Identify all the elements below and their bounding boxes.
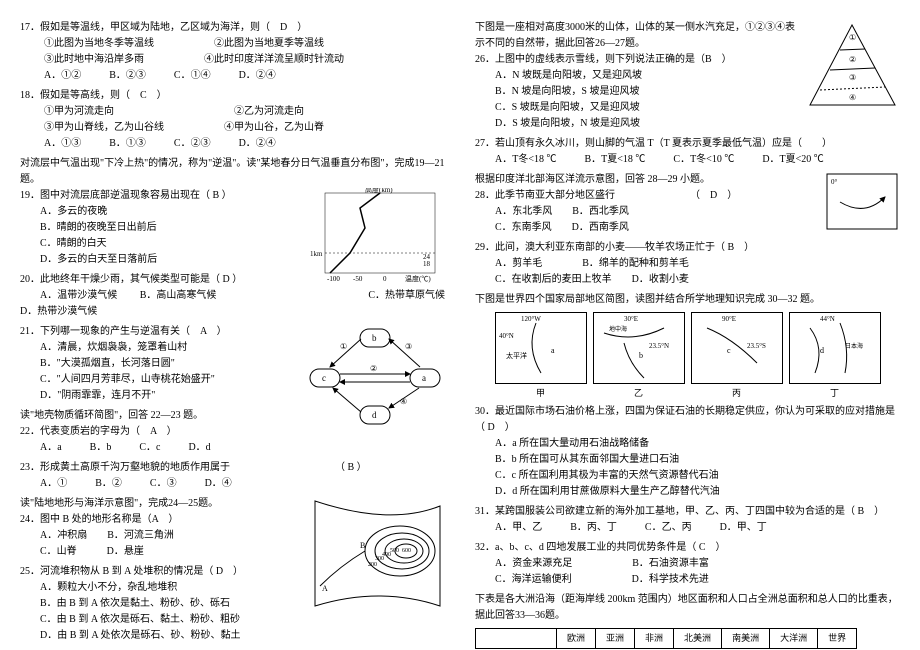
q17-subs: ①此图为当地冬季等温线②此图为当地夏季等温线 ③此时地中海沿岸多雨④此时印度洋洋… [20,36,445,68]
svg-text:23.5°N: 23.5°N [649,342,669,350]
q18-stem: 18．假如是等高线，则（ C ） [20,88,445,104]
svg-text:1km: 1km [310,250,323,258]
ocean-current-map: 0° [825,172,900,232]
svg-text:120°W: 120°W [521,315,541,323]
q23-opts: A．① B．② C．③ D．④ [20,476,445,492]
preamble-33-36: 下表是各大洲沿海（距海岸线 200km 范围内）地区面积和人口占全洲总面积和总人… [475,592,900,624]
q26-block: ① ② ③ ④ 下图是一座相对高度3000米的山体，山体的某一侧水汽充足，①②③… [475,20,900,136]
temp-altitude-chart: 高度(km) 温度(℃) -100 -50 0 1km 18 24 [305,188,445,283]
svg-text:①: ① [849,33,856,42]
svg-text:②: ② [370,364,377,373]
continent-table: 欧洲 亚洲 非洲 北美洲 南美洲 大洋洲 世界 [475,628,857,648]
svg-text:②: ② [849,55,856,64]
map-ding: 44°N日本海d 丁 [789,312,881,400]
q22-opts: A．a B．b C．c D．d [20,440,445,456]
q18: 18．假如是等高线，则（ C ） ①甲为河流走向②乙为河流走向 ③甲为山脊线，乙… [20,88,445,152]
q30-stem: 30．最近国际市场石油价格上涨，四国为保证石油的长期稳定供应，你认为可采取的应对… [475,404,900,436]
svg-text:d: d [820,346,824,355]
preamble-19-21: 对流层中气温出现"下冷上热"的情况，称为"逆温"。读"某地春分日气温垂直分布图"… [20,156,445,188]
q31-opts: A．甲、乙 B．丙、丁 C．乙、丙 D．甲、丁 [475,520,900,536]
svg-text:0°: 0° [831,178,838,186]
q20-opts: A．温带沙漠气候 B．高山高寒气候 C．热带草原气候 [20,288,445,304]
svg-text:c: c [322,373,326,383]
svg-text:b: b [639,351,643,360]
svg-text:-50: -50 [353,275,363,283]
svg-text:500: 500 [390,548,399,554]
q21-block: b c a d ① ③ ② ④ 21．下列哪一现象的产生与逆温有关（ A ） A… [20,324,445,460]
svg-text:30°E: 30°E [624,315,638,323]
svg-text:-100: -100 [327,275,340,283]
q32-stem: 32．a、b、c、d 四地发展工业的共同优势条件是（ C ） [475,540,900,556]
q32: 32．a、b、c、d 四地发展工业的共同优势条件是（ C ） A．资金来源充足 … [475,540,900,588]
map-bing: 90°E23.5°Sc 丙 [691,312,783,400]
svg-text:600: 600 [402,548,411,554]
xlabel: 温度(℃) [405,274,431,283]
svg-text:44°N: 44°N [820,315,835,323]
q32-opts: A．资金来源充足 B．石油资源丰富 C．海洋运输便利 D．科学技术先进 [475,556,900,588]
q29: 29．此间，澳大利亚东南部的小麦——牧羊农场正忙于（ B ） A．剪羊毛 B．绵… [475,240,900,288]
q17-stem: 17．假如是等温线，甲区域为陆地，乙区域为海洋，则（ D ） [20,20,445,36]
svg-text:90°E: 90°E [722,315,736,323]
svg-text:d: d [372,410,377,420]
table-header-row: 欧洲 亚洲 非洲 北美洲 南美洲 大洋洲 世界 [476,629,857,648]
rock-cycle-diagram: b c a d ① ③ ② ④ [305,324,445,429]
svg-text:24: 24 [423,253,431,261]
q23-stem: 23．形成黄土高原千沟万壑地貌的地质作用属于 （ B ） [20,460,445,476]
q30-opts: A．a 所在国大量动用石油战略储备 B．b 所在国可从其东面邻国大量进口石油 C… [475,436,900,500]
q17-opts: A．①② B．②③ C．①④ D．②④ [20,68,445,84]
q29-opts: A．剪羊毛 B．绵羊的配种和剪羊毛 C．在收割后的麦田上牧羊 D．收割小麦 [475,256,900,288]
map-yi: 30°E23.5°N地中海b 乙 [593,312,685,400]
q31-stem: 31．某跨国服装公司欲建立新的海外加工基地，甲、乙、丙、丁四国中较为合适的是（ … [475,504,900,520]
svg-text:40°N: 40°N [499,332,514,340]
svg-text:A: A [322,584,328,593]
q29-stem: 29．此间，澳大利亚东南部的小麦——牧羊农场正忙于（ B ） [475,240,900,256]
svg-text:23.5°S: 23.5°S [747,342,766,350]
svg-text:①: ① [340,342,347,351]
landform-contour: A B 200 300 400 500 600 [310,496,445,611]
world-maps: 120°W40°N太平洋a 甲 30°E23.5°N地中海b 乙 90°E23.… [475,312,900,400]
svg-text:太平洋: 太平洋 [506,351,527,360]
svg-text:地中海: 地中海 [609,325,627,333]
q30: 30．最近国际市场石油价格上涨，四国为保证石油的长期稳定供应，你认为可采取的应对… [475,404,900,500]
q18-opts: A．①③ B．①③ C．②③ D．②④ [20,136,445,152]
q27-opts: A．T冬<18 ℃ B．T夏<18 ℃ C．T冬<10 ℃ D．T夏<20 ℃ [475,152,900,168]
preamble-30-32: 下图是世界四个国家局部地区简图，读图并结合所学地理知识完成 30—32 题。 [475,292,900,308]
svg-text:④: ④ [849,93,856,102]
q19-block: 高度(km) 温度(℃) -100 -50 0 1km 18 24 19．图中对… [20,188,445,324]
svg-text:18: 18 [423,260,431,268]
svg-text:a: a [551,346,555,355]
svg-text:0: 0 [383,275,387,283]
q31: 31．某跨国服装公司欲建立新的海外加工基地，甲、乙、丙、丁四国中较为合适的是（ … [475,504,900,536]
left-column: 17．假如是等温线，甲区域为陆地，乙区域为海洋，则（ D ） ①此图为当地冬季等… [20,20,445,630]
q18-subs: ①甲为河流走向②乙为河流走向 ③甲为山脊线，乙为山谷线④甲为山谷，乙为山脊 [20,104,445,136]
q27: 27．若山顶有永久冰川，则山脚的气温 T（T 夏表示夏季最低气温）应是（ ） A… [475,136,900,168]
svg-text:③: ③ [849,73,856,82]
svg-text:④: ④ [400,397,407,406]
svg-text:日本海: 日本海 [845,342,863,350]
svg-text:B: B [360,541,365,550]
q27-stem: 27．若山顶有永久冰川，则山脚的气温 T（T 夏表示夏季最低气温）应是（ ） [475,136,900,152]
svg-text:c: c [727,346,731,355]
svg-text:200: 200 [368,562,377,568]
svg-text:b: b [372,333,377,343]
right-column: ① ② ③ ④ 下图是一座相对高度3000米的山体，山体的某一侧水汽充足，①②③… [475,20,900,630]
mountain-triangle: ① ② ③ ④ [805,20,900,110]
q23: 23．形成黄土高原千沟万壑地貌的地质作用属于 （ B ） A．① B．② C．③… [20,460,445,492]
svg-text:a: a [422,373,426,383]
q17: 17．假如是等温线，甲区域为陆地，乙区域为海洋，则（ D ） ①此图为当地冬季等… [20,20,445,84]
map-jia: 120°W40°N太平洋a 甲 [495,312,587,400]
svg-text:③: ③ [405,342,412,351]
q28-block: 0° 根据印度洋北部海区洋流示意图，回答 28—29 小题。 28．此季节南亚大… [475,172,900,292]
q24-block: A B 200 300 400 500 600 读"陆地地形与海洋示意图"，完成… [20,496,445,648]
